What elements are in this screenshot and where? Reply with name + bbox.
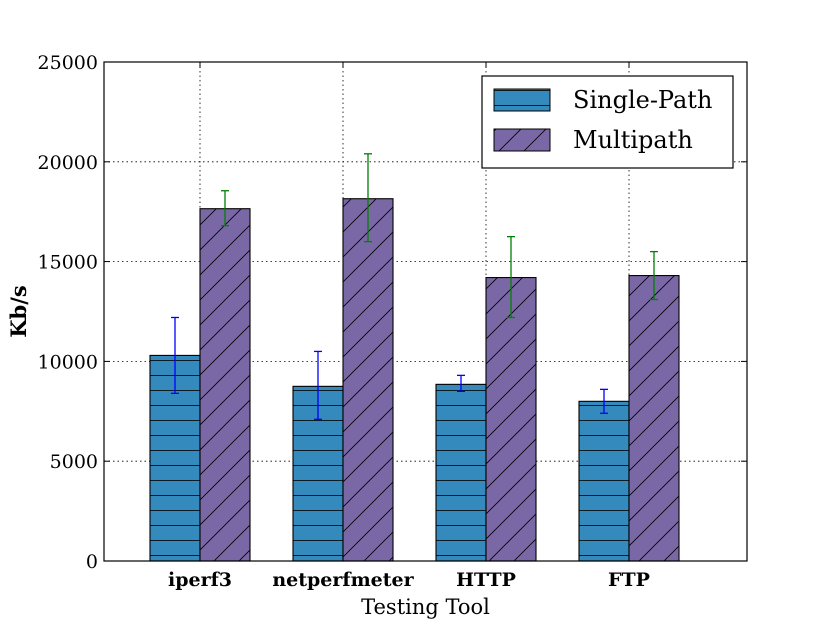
- plot-frame: [103, 61, 748, 562]
- y-tick-label: 25000: [38, 52, 98, 74]
- bars: [149, 198, 680, 562]
- legend: Single-Path Multipath: [481, 75, 734, 169]
- x-tick-label: netperfmeter: [272, 569, 414, 591]
- bar-hatch-multipath-netperfmeter: [342, 198, 394, 562]
- x-tick-label: FTP: [608, 569, 650, 591]
- bar-hatch-single-path-http: [435, 383, 487, 562]
- y-tick-label: 10000: [38, 351, 98, 373]
- y-tick-label: 0: [86, 551, 98, 573]
- legend-swatch-hatch-single-path: [494, 89, 550, 111]
- bar-hatch-multipath-iperf3: [199, 208, 251, 562]
- y-axis-label: Kb/s: [6, 285, 31, 337]
- bar-hatch-multipath-ftp: [628, 275, 680, 562]
- legend-label-single-path: Single-Path: [573, 86, 712, 114]
- bar-hatch-multipath-http: [485, 277, 537, 562]
- legend-swatch-hatch-multipath: [494, 129, 550, 151]
- error-bars: [171, 153, 658, 420]
- y-tick-label: 15000: [38, 252, 98, 274]
- y-tick-label: 20000: [38, 152, 98, 174]
- legend-label-multipath: Multipath: [573, 126, 693, 154]
- x-axis-label: Testing Tool: [361, 595, 490, 619]
- x-tick-label: iperf3: [168, 569, 232, 591]
- y-tick-label: 5000: [50, 451, 98, 473]
- bar-hatch-single-path-ftp: [578, 400, 630, 562]
- x-tick-label: HTTP: [456, 569, 516, 591]
- axis-ticks: 0 5000 10000 15000 20000 25000 iperf3 netperfme…: [38, 52, 747, 591]
